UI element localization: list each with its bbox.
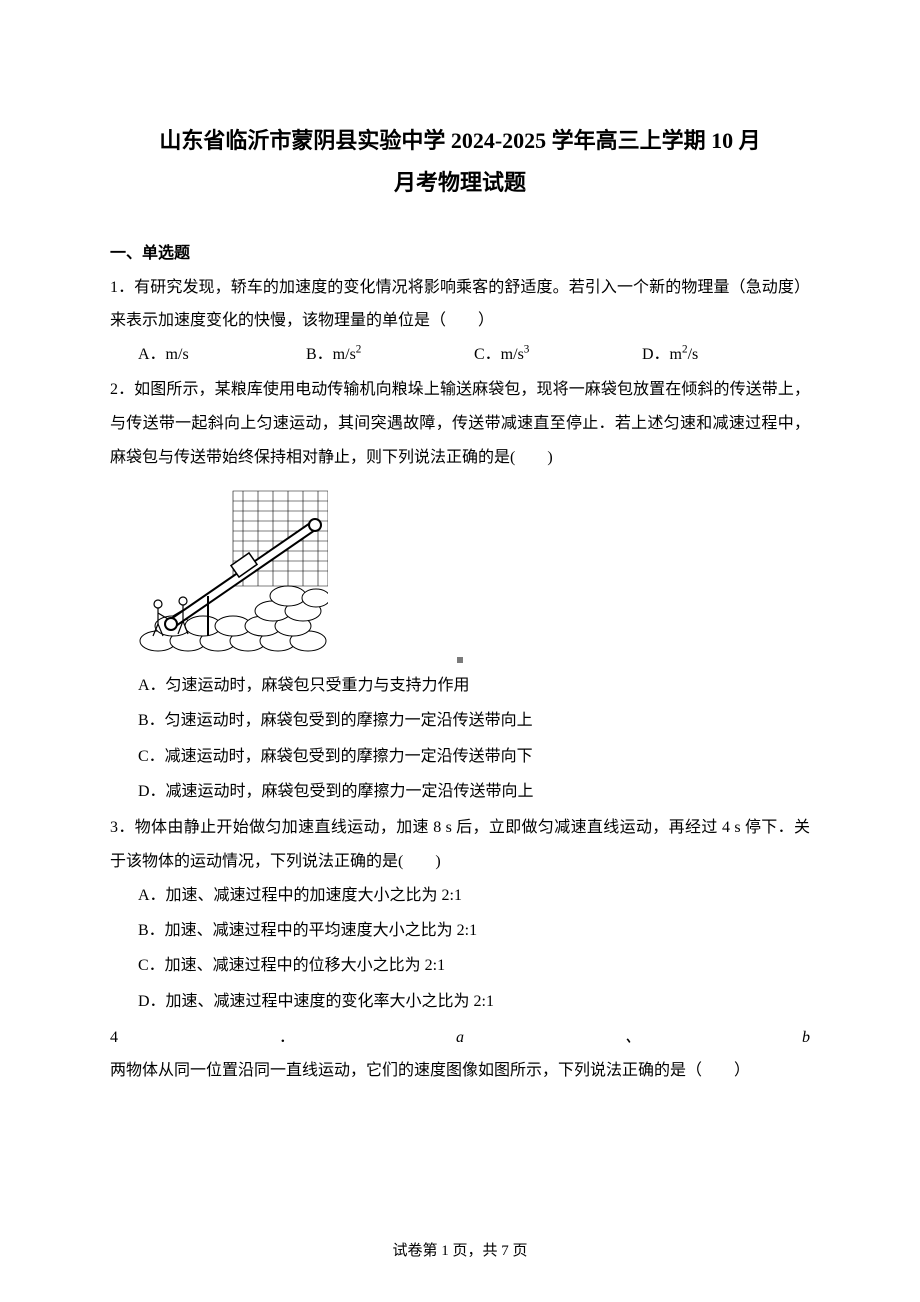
page-footer: 试卷第 1 页，共 7 页 (0, 1239, 920, 1260)
question-4-text: 4．a、b 两物体从同一位置沿同一直线运动，它们的速度图像如图所示，下列说法正确… (110, 1021, 810, 1088)
q2-option-a: A．匀速运动时，麻袋包只受重力与支持力作用 (138, 668, 810, 703)
question-2-text: 2．如图所示，某粮库使用电动传输机向粮垛上输送麻袋包，现将一麻袋包放置在倾斜的传… (110, 373, 810, 474)
q2-option-b: B．匀速运动时，麻袋包受到的摩擦力一定沿传送带向上 (138, 703, 810, 738)
q2-option-d: D．减速运动时，麻袋包受到的摩擦力一定沿传送带向上 (138, 774, 810, 809)
q3-option-a: A．加速、减速过程中的加速度大小之比为 2:1 (138, 878, 810, 913)
question-1-text: 1．有研究发现，轿车的加速度的变化情况将影响乘客的舒适度。若引入一个新的物理量（… (110, 271, 810, 338)
question-3-text: 3．物体由静止开始做匀加速直线运动，加速 8 s 后，立即做匀减速直线运动，再经… (110, 811, 810, 878)
q3-option-c: C．加速、减速过程中的位移大小之比为 2:1 (138, 948, 810, 983)
q1-option-d: D．m2/s (642, 338, 810, 372)
section-heading-1: 一、单选题 (110, 239, 810, 263)
q1-option-b: B．m/s2 (306, 338, 474, 372)
question-3: 3．物体由静止开始做匀加速直线运动，加速 8 s 后，立即做匀减速直线运动，再经… (110, 811, 810, 1019)
q3-option-d: D．加速、减速过程中速度的变化率大小之比为 2:1 (138, 984, 810, 1019)
q1-option-c: C．m/s3 (474, 338, 642, 372)
q2-option-c: C．减速运动时，麻袋包受到的摩擦力一定沿传送带向下 (138, 739, 810, 774)
question-3-options: A．加速、减速过程中的加速度大小之比为 2:1 B．加速、减速过程中的平均速度大… (110, 878, 810, 1019)
q1-option-a: A．m/s (138, 338, 306, 372)
question-2-figure (138, 486, 810, 656)
exam-title: 山东省临沂市蒙阴县实验中学 2024-2025 学年高三上学期 10 月 月考物… (110, 120, 810, 204)
center-margin-dot (457, 657, 463, 663)
q3-option-b: B．加速、减速过程中的平均速度大小之比为 2:1 (138, 913, 810, 948)
question-1: 1．有研究发现，轿车的加速度的变化情况将影响乘客的舒适度。若引入一个新的物理量（… (110, 271, 810, 372)
question-2: 2．如图所示，某粮库使用电动传输机向粮垛上输送麻袋包，现将一麻袋包放置在倾斜的传… (110, 373, 810, 809)
title-line-1: 山东省临沂市蒙阴县实验中学 2024-2025 学年高三上学期 10 月 (110, 120, 810, 162)
question-2-options: A．匀速运动时，麻袋包只受重力与支持力作用 B．匀速运动时，麻袋包受到的摩擦力一… (110, 668, 810, 809)
question-4: 4．a、b 两物体从同一位置沿同一直线运动，它们的速度图像如图所示，下列说法正确… (110, 1021, 810, 1088)
title-line-2: 月考物理试题 (110, 162, 810, 204)
question-1-options: A．m/s B．m/s2 C．m/s3 D．m2/s (110, 338, 810, 372)
